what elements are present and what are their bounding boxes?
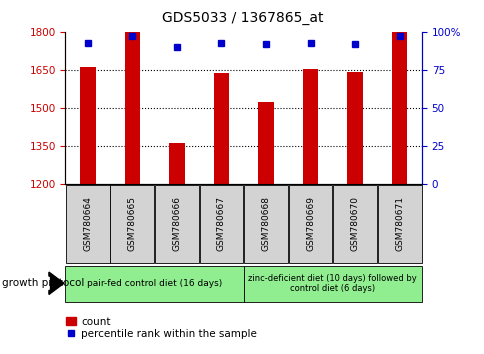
Bar [80,67,95,184]
Bar [243,266,421,302]
Bar [302,69,318,184]
Text: GSM780667: GSM780667 [216,196,226,251]
Bar [65,266,243,302]
Text: GDS5033 / 1367865_at: GDS5033 / 1367865_at [162,11,322,25]
Bar [169,143,184,184]
Text: pair-fed control diet (16 days): pair-fed control diet (16 days) [87,279,222,288]
Bar [213,73,229,184]
Text: zinc-deficient diet (10 days) followed by
control diet (6 days): zinc-deficient diet (10 days) followed b… [248,274,416,293]
FancyArrow shape [49,272,64,295]
Bar [333,185,376,263]
Bar [110,185,154,263]
Legend: count, percentile rank within the sample: count, percentile rank within the sample [66,317,257,339]
Text: GSM780665: GSM780665 [128,196,136,251]
Text: growth protocol: growth protocol [2,278,85,288]
Bar [66,185,109,263]
Text: GSM780669: GSM780669 [305,196,315,251]
Bar [124,32,140,184]
Bar [391,32,407,184]
Bar [257,102,273,184]
Text: GSM780664: GSM780664 [83,196,92,251]
Bar [155,185,198,263]
Text: GSM780668: GSM780668 [261,196,270,251]
Bar [288,185,332,263]
Text: GSM780666: GSM780666 [172,196,181,251]
Text: GSM780671: GSM780671 [394,196,403,251]
Text: GSM780670: GSM780670 [350,196,359,251]
Bar [243,185,287,263]
Bar [377,185,421,263]
Bar [347,73,362,184]
Bar [199,185,243,263]
